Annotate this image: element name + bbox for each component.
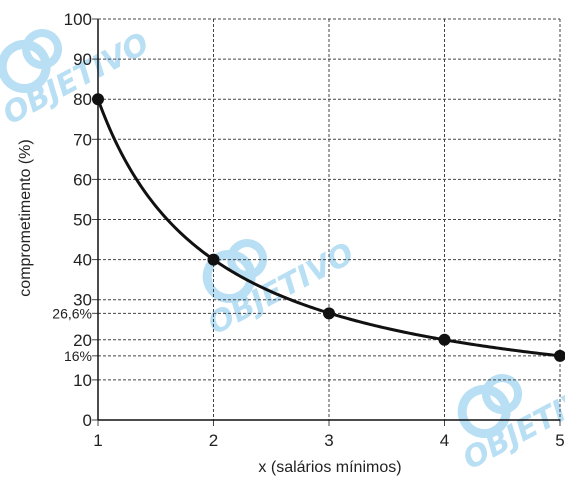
x-tick-label: 4	[440, 431, 449, 450]
watermark-logo-ring	[0, 39, 51, 93]
data-point	[92, 93, 104, 106]
y-tick-label: 16%	[64, 348, 92, 364]
watermark-logo-ring	[227, 239, 268, 280]
grid	[92, 18, 561, 426]
y-tick-label: 80	[73, 90, 92, 109]
data-point	[438, 333, 451, 346]
watermark-logo-ring	[22, 29, 63, 70]
y-tick-label: 70	[73, 130, 92, 149]
x-axis-title: x (salários mínimos)	[258, 459, 401, 476]
x-tick-label: 1	[93, 431, 102, 450]
watermark-text: OBJETIVO	[457, 371, 565, 477]
y-axis-title: comprometimento (%)	[17, 139, 34, 296]
axes	[97, 18, 560, 421]
y-tick-label: 60	[73, 170, 92, 189]
points-layer	[92, 93, 565, 362]
watermark-logo-ring	[457, 384, 511, 438]
data-point	[554, 349, 565, 362]
y-tick-label: 50	[73, 211, 92, 230]
labels-layer: 0 10 16%20 26,6%30 40 50 60 70 80 90 100 1 2 3 4 5	[52, 10, 564, 450]
y-tick-label: 26,6%	[52, 305, 92, 321]
y-tick-label: 20	[73, 331, 92, 350]
x-tick-label: 3	[324, 431, 333, 450]
watermark-2: OBJETIVO	[202, 236, 360, 342]
y-tick-label: 100	[64, 10, 92, 29]
data-point	[323, 307, 335, 320]
x-tick-label: 2	[209, 431, 218, 450]
x-tick-label: 5	[555, 431, 564, 450]
y-tick-label: 30	[73, 291, 92, 310]
y-tick-label: 10	[73, 371, 92, 390]
data-point	[207, 253, 220, 266]
y-tick-label: 40	[73, 251, 92, 270]
y-tick-label: 0	[83, 411, 92, 430]
y-tick-label: 90	[73, 50, 92, 69]
